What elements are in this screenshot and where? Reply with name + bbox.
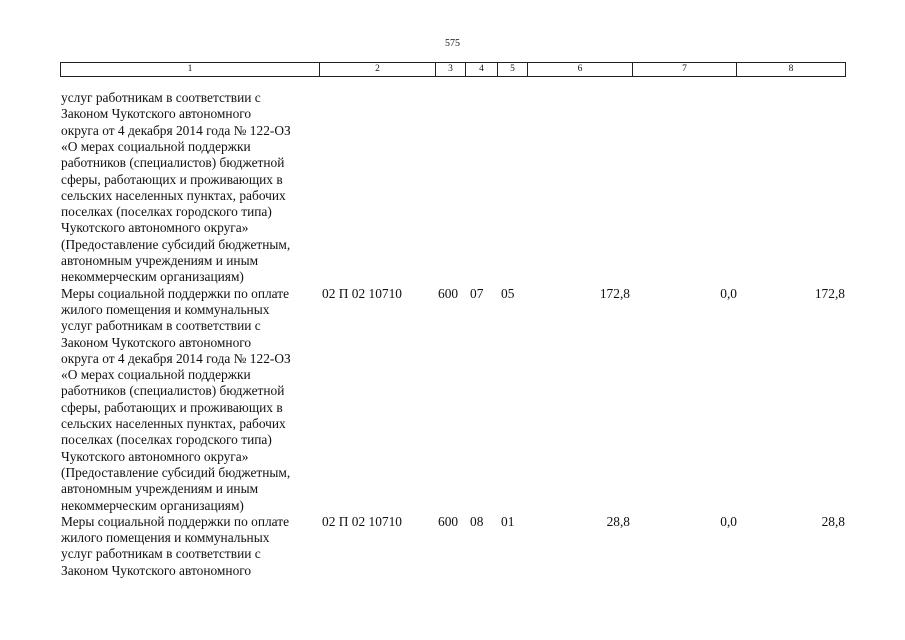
description-line: жилого помещения и коммунальных xyxy=(61,530,270,546)
description-line: поселках (поселках городского типа) xyxy=(61,204,272,220)
description-line: сферы, работающих и проживающих в xyxy=(61,171,283,187)
description-line: работников (специалистов) бюджетной xyxy=(61,155,285,171)
description-line: сферы, работающих и проживающих в xyxy=(61,399,283,415)
description-line: округа от 4 декабря 2014 года № 122-ОЗ xyxy=(61,122,291,138)
description-line: «О мерах социальной поддержки xyxy=(61,367,251,383)
description-line: Меры социальной поддержки по оплате xyxy=(61,513,290,529)
description-line: некоммерческим организациям) xyxy=(61,269,244,285)
header-cell: 3 xyxy=(435,62,466,77)
description-line: Законом Чукотского автономного xyxy=(61,106,252,122)
header-cell: 6 xyxy=(527,62,633,77)
table-cell: 01 xyxy=(501,513,515,529)
description-line: сельских населенных пунктах, рабочих xyxy=(61,416,286,431)
table-cell: 600 xyxy=(438,285,459,301)
header-cell: 1 xyxy=(60,62,320,77)
description-line: жилого помещения и коммунальных xyxy=(61,301,270,317)
description-line: сельских населенных пунктах, рабочих xyxy=(61,187,286,203)
description-line: (Предоставление субсидий бюджетным, xyxy=(61,236,291,252)
description-line: округа от 4 декабря 2014 года № 122-ОЗ xyxy=(61,350,291,366)
description-line: работников (специалистов) бюджетной xyxy=(61,383,285,399)
description-line: «О мерах социальной поддержки xyxy=(61,138,251,154)
table-cell: 172,8 xyxy=(814,285,845,301)
description-line: услуг работникам в соответствии с xyxy=(61,546,261,562)
description-line: автономным учреждениям и иным xyxy=(61,253,259,268)
header-cell: 8 xyxy=(736,62,846,77)
header-cell: 4 xyxy=(465,62,498,77)
table-cell: 02 П 02 10710 xyxy=(322,285,402,301)
description-line: Чукотского автономного округа» xyxy=(61,448,249,464)
table-cell: 07 xyxy=(470,285,484,301)
description-line: Меры социальной поддержки по оплате xyxy=(61,285,290,301)
description-line: (Предоставление субсидий бюджетным, xyxy=(61,464,291,480)
table-cell: 172,8 xyxy=(599,285,630,301)
description-line: услуг работникам в соответствии с xyxy=(61,90,261,105)
description-line: автономным учреждениям и иным xyxy=(61,481,259,497)
header-cell: 5 xyxy=(497,62,528,77)
description-line: услуг работникам в соответствии с xyxy=(61,318,261,334)
table-cell: 28,8 xyxy=(821,513,845,529)
table-cell: 05 xyxy=(501,285,515,301)
table-cell: 28,8 xyxy=(606,513,630,529)
table-cell: 0,0 xyxy=(720,285,737,301)
table-cell: 02 П 02 10710 xyxy=(322,513,402,529)
description-line: Законом Чукотского автономного xyxy=(61,334,252,350)
description-line: Законом Чукотского автономного xyxy=(61,562,252,578)
page-number: 575 xyxy=(445,38,460,49)
table-cell: 08 xyxy=(470,513,484,529)
description-line: Чукотского автономного округа» xyxy=(61,220,249,236)
description-line: некоммерческим организациям) xyxy=(61,497,244,513)
table-cell: 0,0 xyxy=(720,513,737,529)
description-line: поселках (поселках городского типа) xyxy=(61,432,272,448)
table-cell: 600 xyxy=(438,513,459,529)
header-cell: 7 xyxy=(632,62,737,77)
header-cell: 2 xyxy=(319,62,436,77)
